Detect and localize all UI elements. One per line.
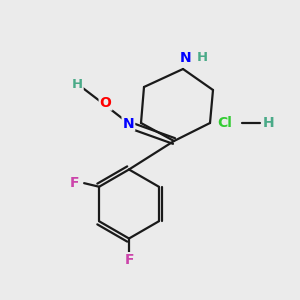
Text: N: N <box>123 117 134 130</box>
Text: O: O <box>100 96 112 110</box>
Text: F: F <box>70 176 79 190</box>
Text: Cl: Cl <box>218 116 232 130</box>
Text: H: H <box>197 51 208 64</box>
Text: N: N <box>179 51 191 64</box>
Text: H: H <box>71 77 83 91</box>
Text: H: H <box>263 116 274 130</box>
Text: F: F <box>124 253 134 267</box>
